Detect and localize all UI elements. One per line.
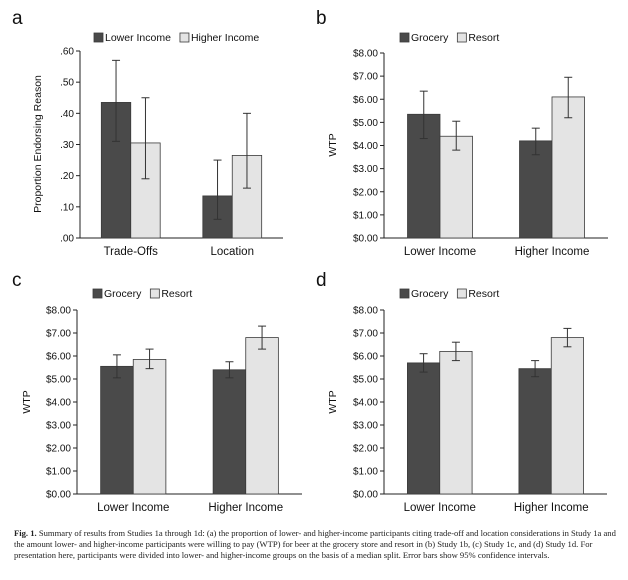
y-tick-label-d: $7.00 (353, 329, 378, 340)
legend-swatch-a (93, 32, 104, 43)
y-tick-label-d: $2.00 (353, 444, 378, 455)
legend-label-a: Higher Income (191, 32, 259, 44)
caption-text: Summary of results from Studies 1a throu… (14, 528, 616, 561)
legend-swatch-d (399, 288, 410, 299)
bar-c-grocery-1 (212, 369, 247, 495)
legend-label-b: Resort (468, 32, 499, 44)
y-tick-label-d: $5.00 (353, 375, 378, 386)
y-tick-label-c: $8.00 (46, 306, 71, 317)
y-tick-label-b: $8.00 (353, 49, 378, 60)
bar-b-resort-0 (439, 135, 473, 239)
bar-b-grocery-1 (519, 140, 553, 239)
category-label-a: Location (211, 246, 254, 258)
bar-c-grocery-0 (100, 365, 134, 495)
legend-label-c: Grocery (104, 288, 142, 300)
panel-letter-c: c (12, 270, 22, 291)
legend-label-d: Grocery (411, 288, 449, 300)
legend-label-c: Resort (161, 288, 192, 300)
category-label-d: Higher Income (514, 502, 589, 514)
y-axis-title-c: WTP (21, 390, 33, 413)
y-tick-label-c: $4.00 (46, 398, 71, 409)
bar-c-resort-0 (132, 359, 167, 495)
legend-label-b: Grocery (411, 32, 449, 44)
panel-letter-a: a (12, 8, 23, 29)
bar-d-resort-0 (439, 350, 473, 495)
y-tick-label-a: .60 (60, 47, 74, 58)
y-tick-label-d: $0.00 (353, 490, 378, 501)
y-tick-label-b: $3.00 (353, 164, 378, 175)
y-tick-label-a: .40 (60, 109, 74, 120)
y-tick-label-b: $4.00 (353, 141, 378, 152)
y-tick-label-b: $1.00 (353, 210, 378, 221)
caption-label: Fig. 1. (14, 528, 37, 538)
y-tick-label-d: $6.00 (353, 352, 378, 363)
legend-swatch-b (456, 32, 467, 43)
bar-d-grocery-0 (407, 362, 441, 495)
y-tick-label-c: $6.00 (46, 352, 71, 363)
category-label-b: Lower Income (404, 246, 476, 258)
y-tick-label-c: $0.00 (46, 490, 71, 501)
y-tick-label-a: .10 (60, 202, 74, 213)
category-label-c: Higher Income (208, 502, 283, 514)
legend-swatch-b (399, 32, 410, 43)
y-tick-label-c: $3.00 (46, 421, 71, 432)
category-label-d: Lower Income (404, 502, 476, 514)
panel-letter-d: d (316, 270, 327, 291)
bar-d-grocery-1 (518, 368, 552, 495)
legend-label-a: Lower Income (105, 32, 171, 44)
panel-letter-b: b (316, 8, 327, 29)
legend-label-d: Resort (468, 288, 499, 300)
y-tick-label-b: $0.00 (353, 234, 378, 245)
y-tick-label-d: $4.00 (353, 398, 378, 409)
category-label-c: Lower Income (97, 502, 169, 514)
y-tick-label-b: $5.00 (353, 118, 378, 129)
legend-swatch-a (179, 32, 190, 43)
category-label-a: Trade-Offs (104, 246, 159, 258)
bar-c-resort-1 (245, 337, 279, 495)
y-tick-label-a: .50 (60, 78, 74, 89)
y-tick-label-c: $5.00 (46, 375, 71, 386)
y-axis-title-a: Proportion Endorsing Reason (32, 75, 44, 213)
figure-caption: Fig. 1. Summary of results from Studies … (14, 528, 616, 562)
y-axis-title-d: WTP (327, 390, 339, 413)
legend-swatch-c (92, 288, 103, 299)
category-label-b: Higher Income (515, 246, 590, 258)
y-tick-label-a: .20 (60, 171, 74, 182)
y-tick-label-d: $8.00 (353, 306, 378, 317)
y-tick-label-c: $1.00 (46, 467, 71, 478)
y-tick-label-b: $2.00 (353, 187, 378, 198)
y-tick-label-a: .00 (60, 234, 74, 245)
y-tick-label-d: $3.00 (353, 421, 378, 432)
y-axis-title-b: WTP (327, 133, 339, 156)
y-tick-label-d: $1.00 (353, 467, 378, 478)
y-tick-label-b: $7.00 (353, 72, 378, 83)
bar-b-resort-1 (551, 96, 585, 239)
legend-swatch-d (456, 288, 467, 299)
y-tick-label-c: $2.00 (46, 444, 71, 455)
bar-d-resort-1 (550, 337, 584, 495)
y-tick-label-a: .30 (60, 140, 74, 151)
legend-swatch-c (149, 288, 160, 299)
y-tick-label-c: $7.00 (46, 329, 71, 340)
y-tick-label-b: $6.00 (353, 95, 378, 106)
